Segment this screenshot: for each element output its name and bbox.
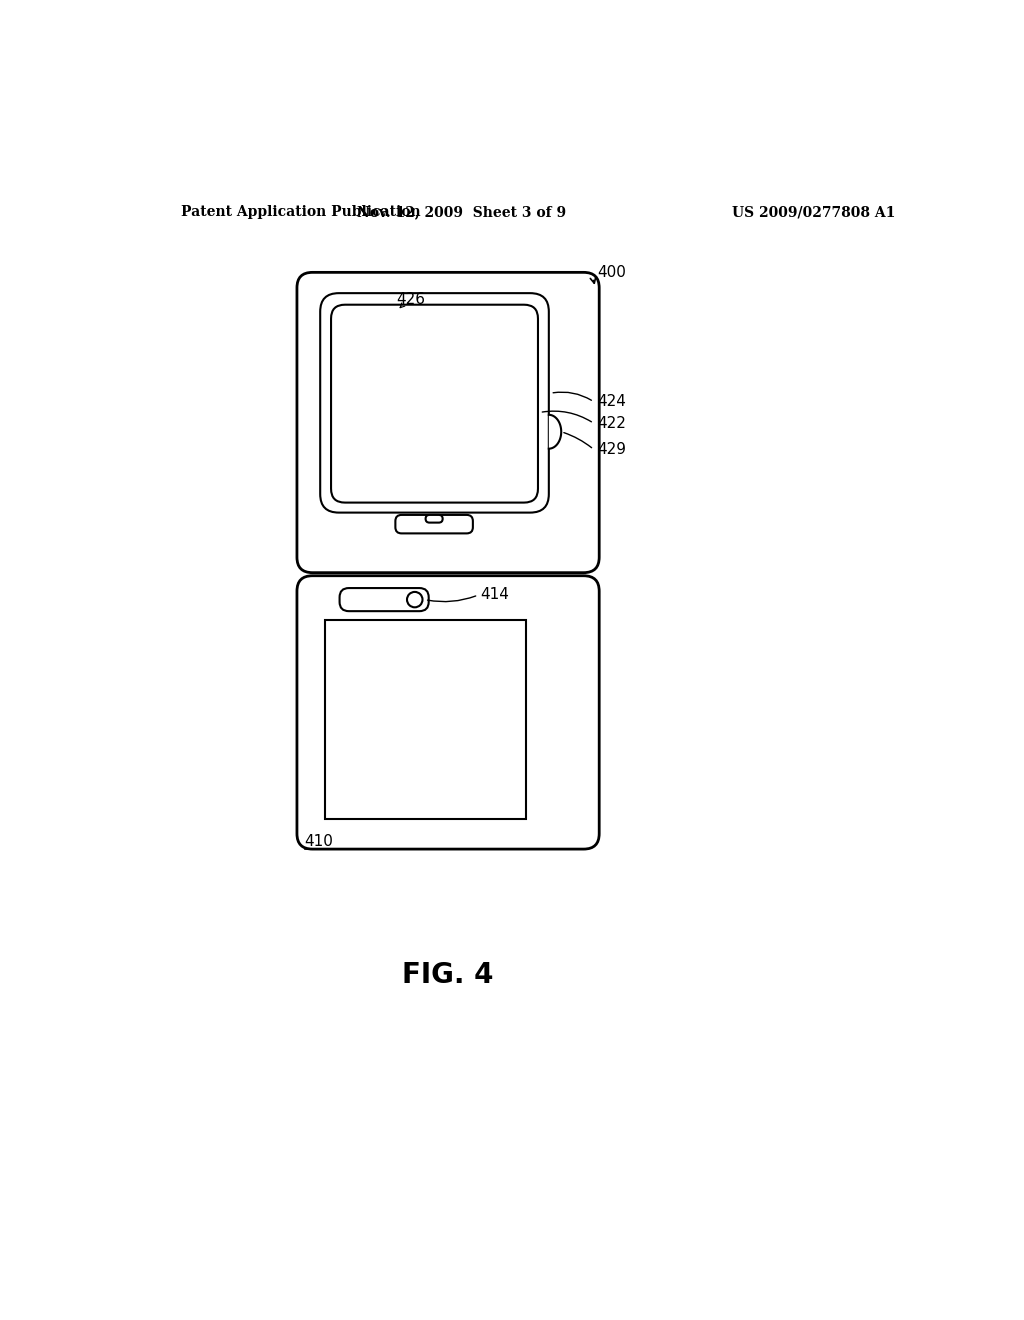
Text: Nov. 12, 2009  Sheet 3 of 9: Nov. 12, 2009 Sheet 3 of 9: [356, 206, 566, 219]
Text: 422: 422: [598, 416, 627, 430]
FancyBboxPatch shape: [321, 293, 549, 512]
Text: 424: 424: [598, 395, 627, 409]
FancyBboxPatch shape: [426, 515, 442, 523]
Polygon shape: [549, 414, 561, 449]
FancyBboxPatch shape: [297, 272, 599, 573]
Text: 414: 414: [480, 587, 510, 602]
FancyBboxPatch shape: [331, 305, 538, 503]
FancyBboxPatch shape: [297, 576, 599, 849]
Text: 400: 400: [597, 265, 626, 280]
Text: FIG. 4: FIG. 4: [402, 961, 494, 989]
Text: 429: 429: [598, 442, 627, 457]
Text: Patent Application Publication: Patent Application Publication: [180, 206, 420, 219]
Bar: [325, 620, 526, 818]
FancyBboxPatch shape: [340, 589, 429, 611]
FancyBboxPatch shape: [395, 515, 473, 533]
Circle shape: [407, 591, 423, 607]
Text: 426: 426: [396, 292, 425, 306]
Text: 410: 410: [305, 834, 334, 849]
Text: US 2009/0277808 A1: US 2009/0277808 A1: [732, 206, 896, 219]
